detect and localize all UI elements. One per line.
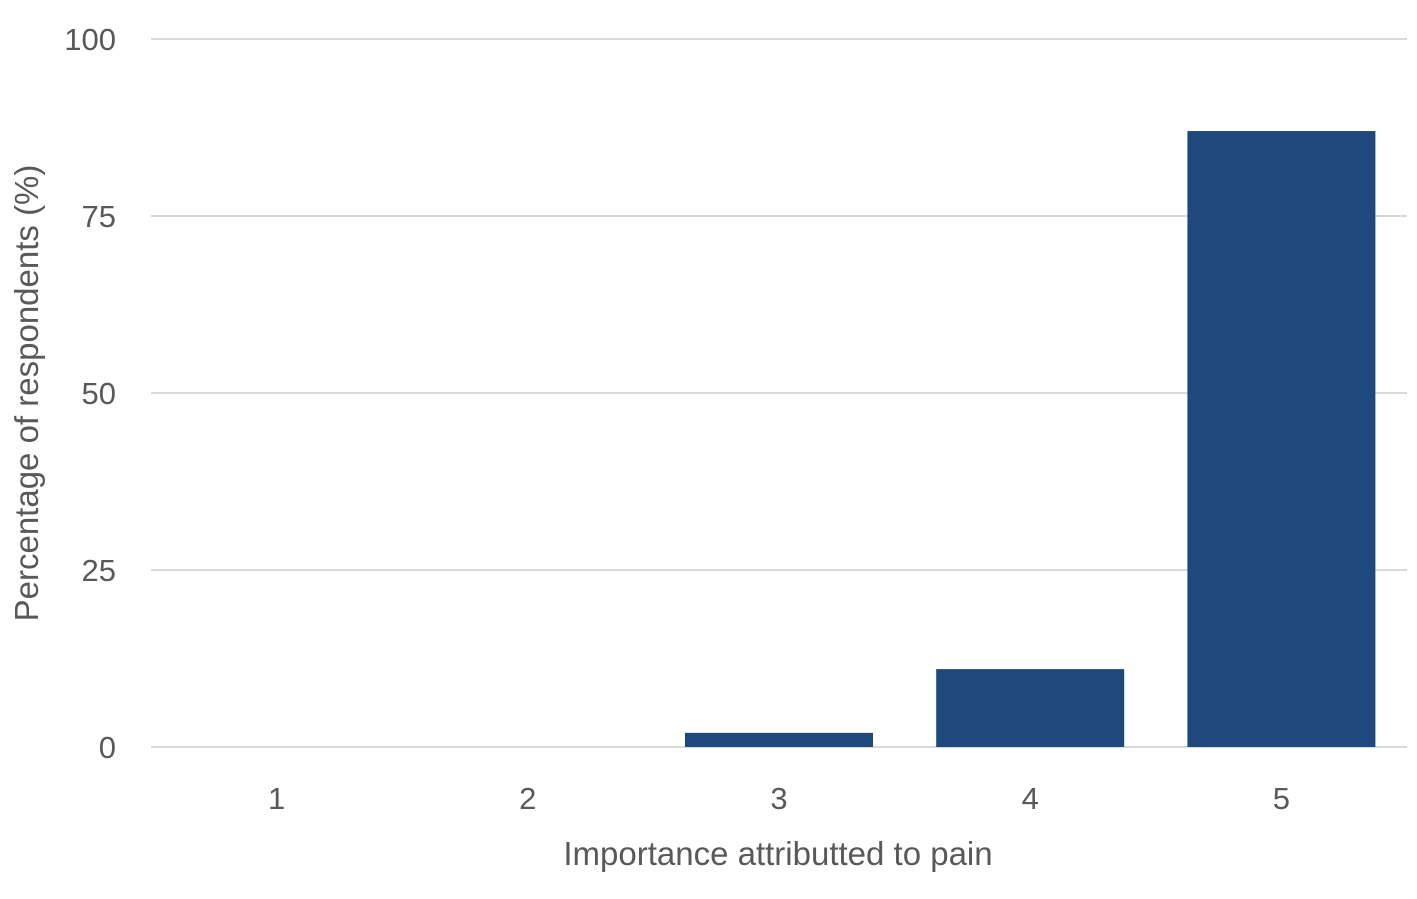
x-axis-title: Importance attributted to pain: [563, 835, 992, 872]
bar: [685, 732, 873, 747]
y-axis-title: Percentage of respondents (%): [8, 165, 45, 622]
y-tick-labels: 0 25 50 75 100: [64, 22, 116, 765]
bar: [936, 669, 1125, 747]
y-tick-label: 100: [64, 22, 116, 57]
x-tick-labels: 1 2 3 4 5: [268, 781, 1290, 816]
x-tick-label: 3: [770, 781, 787, 816]
y-tick-label: 0: [99, 730, 116, 765]
x-tick-label: 4: [1022, 781, 1039, 816]
bars: [685, 131, 1376, 748]
y-tick-label: 75: [82, 199, 116, 234]
y-tick-label: 50: [82, 376, 116, 411]
x-tick-label: 5: [1273, 781, 1290, 816]
x-tick-label: 1: [268, 781, 285, 816]
bar: [1187, 131, 1376, 748]
y-tick-label: 25: [82, 553, 116, 588]
x-tick-label: 2: [519, 781, 536, 816]
